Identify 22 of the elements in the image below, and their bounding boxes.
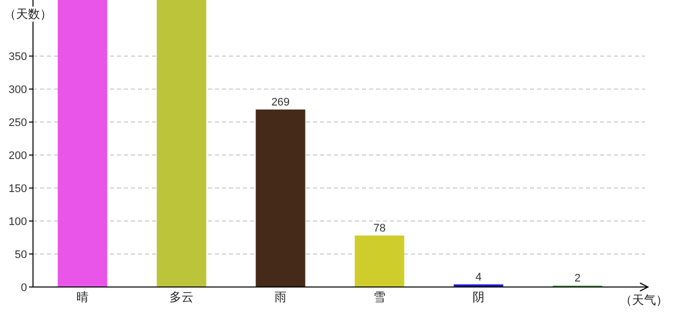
data-label: 4	[475, 271, 482, 284]
y-tick-label: 200	[8, 150, 27, 162]
x-tick-label: 多云	[170, 290, 194, 304]
y-tick-label: 150	[8, 183, 27, 196]
bar	[256, 110, 306, 287]
x-tick-label: 晴	[76, 290, 88, 304]
bar	[156, 0, 206, 287]
data-label: 2	[574, 272, 581, 285]
bar	[58, 0, 108, 287]
x-axis-title: （天气）	[620, 293, 668, 307]
bar	[354, 236, 404, 287]
y-tick-label: 350	[8, 51, 27, 64]
data-label: 78	[373, 222, 386, 235]
x-tick-label: 阴	[472, 290, 484, 304]
y-tick-label: 0	[20, 282, 27, 294]
y-tick-label: 100	[8, 216, 27, 228]
x-tick-label: 雨	[274, 290, 286, 304]
y-tick-label: 50	[14, 249, 27, 262]
x-tick-label: 雪	[374, 290, 386, 304]
y-tick-label: 300	[8, 84, 27, 96]
y-tick-label: 250	[8, 117, 27, 130]
data-label: 269	[271, 96, 290, 109]
